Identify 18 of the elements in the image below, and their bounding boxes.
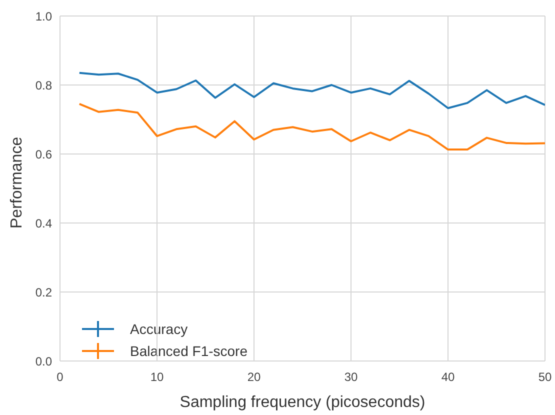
legend-label: Accuracy xyxy=(130,321,188,337)
y-tick-label: 0.4 xyxy=(35,216,52,230)
line-series xyxy=(78,102,545,151)
y-tick-label: 0.0 xyxy=(35,354,52,368)
x-tick-label: 10 xyxy=(150,370,164,384)
y-tick-label: 0.2 xyxy=(35,285,52,300)
y-tick-label: 0.8 xyxy=(35,78,52,92)
y-tick-label: 1.0 xyxy=(35,9,52,24)
line-series xyxy=(78,72,545,110)
x-axis-title: Sampling frequency (picoseconds) xyxy=(180,394,426,411)
x-tick-label: 40 xyxy=(441,370,455,384)
y-tick-label: 0.6 xyxy=(35,147,52,162)
legend-label: Balanced F1-score xyxy=(130,343,248,359)
x-tick-label: 20 xyxy=(247,370,261,384)
x-tick-label: 50 xyxy=(538,370,552,384)
x-tick-label: 0 xyxy=(56,370,64,384)
y-axis-title: Performance xyxy=(8,136,26,228)
x-tick-label: 30 xyxy=(344,370,358,384)
